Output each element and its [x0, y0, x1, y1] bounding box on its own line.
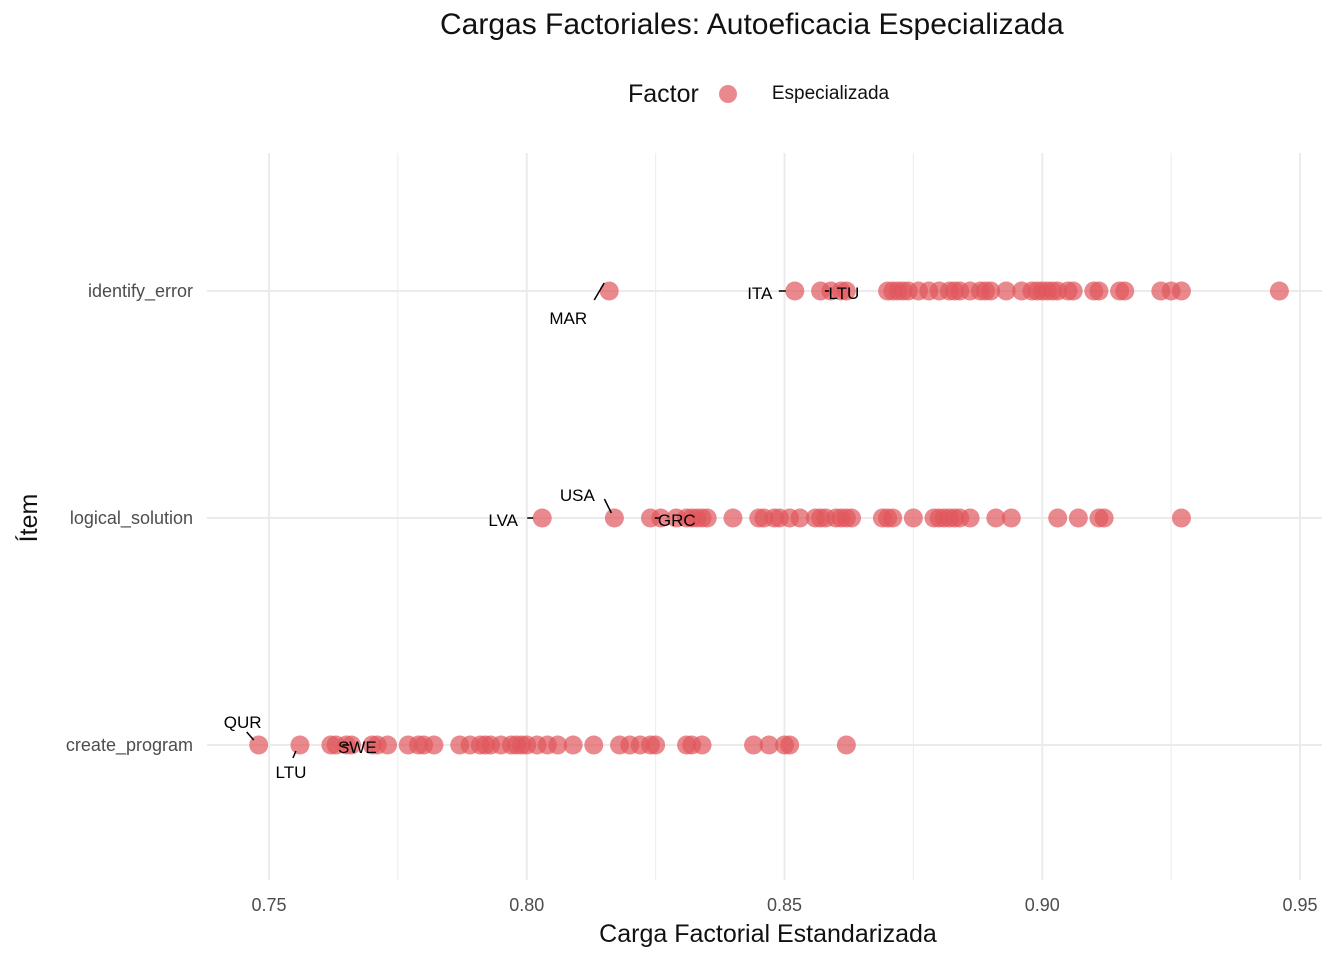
data-point [1094, 508, 1114, 528]
data-point [1115, 281, 1135, 301]
annotation-label-qur: QUR [224, 713, 262, 732]
x-axis-title: Carga Factorial Estandarizada [599, 920, 937, 948]
data-point [378, 735, 398, 755]
data-point [604, 508, 624, 528]
annotations: MAR ITA LTU LVA USA GRC QUR LTU SWE [224, 282, 859, 782]
annotation-label-swe: SWE [338, 738, 377, 757]
annotation-leader-line [603, 498, 613, 514]
annotation-leader-line [593, 282, 605, 301]
x-tick-label: 0.90 [1025, 895, 1060, 915]
y-tick-label-identify-error: identify_error [88, 281, 193, 302]
data-point [1269, 281, 1289, 301]
data-point [532, 508, 552, 528]
data-point [249, 735, 269, 755]
data-point [996, 281, 1016, 301]
data-point [1171, 281, 1191, 301]
data-point [692, 735, 712, 755]
data-point [1048, 508, 1068, 528]
x-tick-label: 0.95 [1282, 895, 1317, 915]
data-point [548, 735, 568, 755]
data-point [1068, 508, 1088, 528]
data-point [723, 508, 743, 528]
data-point [883, 508, 903, 528]
axes: 0.75 0.80 0.85 0.90 0.95 identify_errorlogica… [14, 281, 1318, 948]
data-point [744, 735, 764, 755]
data-point [759, 735, 779, 755]
data-point [790, 508, 810, 528]
annotation-label-ltu: LTU [828, 284, 859, 303]
data-point [842, 508, 862, 528]
data-point [785, 281, 805, 301]
annotation-label-ltu: LTU [276, 763, 307, 782]
data-point [424, 735, 444, 755]
annotation-label-usa: USA [560, 486, 596, 505]
data-point [697, 508, 717, 528]
data-point [981, 281, 1001, 301]
annotation-label-lva: LVA [488, 511, 518, 530]
data-point [986, 508, 1006, 528]
x-tick-label: 0.75 [251, 895, 286, 915]
data-point [341, 735, 361, 755]
data-point [651, 508, 671, 528]
data-point [1063, 281, 1083, 301]
data-point [903, 508, 923, 528]
data-point [1089, 281, 1109, 301]
legend-title: Factor [628, 79, 699, 108]
grid [207, 153, 1322, 880]
y-tick-label-create-program: create_program [66, 735, 193, 756]
y-axis-title: Ítem [14, 494, 43, 543]
data-point [960, 508, 980, 528]
points [249, 281, 1289, 755]
legend-label-especializada: Especializada [771, 83, 890, 104]
x-tick-label: 0.85 [767, 895, 802, 915]
annotation-label-ita: ITA [747, 284, 773, 303]
chart-title: Cargas Factoriales: Autoeficacia Especia… [440, 8, 1064, 41]
data-point [836, 735, 856, 755]
data-point [646, 735, 666, 755]
annotation-label-grc: GRC [658, 511, 696, 530]
legend: Factor Especializada [628, 78, 889, 110]
data-point [290, 735, 310, 755]
data-point [584, 735, 604, 755]
annotation-leader-line [246, 731, 255, 741]
data-point [563, 735, 583, 755]
data-point [1001, 508, 1021, 528]
data-point [836, 281, 856, 301]
legend-key-especializada [718, 85, 737, 103]
x-tick-label: 0.80 [509, 895, 544, 915]
annotation-leader-line [292, 750, 297, 759]
y-tick-label-logical-solution: logical_solution [70, 508, 193, 529]
data-point [780, 735, 800, 755]
data-point [1171, 508, 1191, 528]
annotation-label-mar: MAR [549, 309, 587, 328]
data-point [599, 281, 619, 301]
